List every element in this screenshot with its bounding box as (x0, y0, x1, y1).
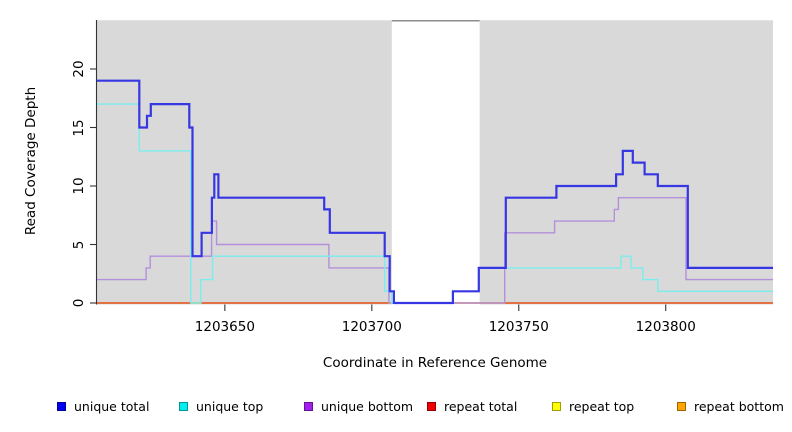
coverage-region (479, 20, 773, 305)
y-tick-label: 0 (71, 298, 87, 308)
x-axis-label: Coordinate in Reference Genome (322, 355, 548, 371)
series-line-unique-total (97, 79, 773, 305)
coverage-region (97, 20, 392, 305)
x-tick-label: 1203750 (488, 319, 549, 335)
y-tick-label: 5 (71, 240, 87, 249)
x-tick-label: 1203700 (341, 319, 402, 335)
y-axis-label: Read Coverage Depth (23, 86, 39, 236)
y-tick-label: 15 (71, 118, 87, 137)
y-tick-label: 10 (71, 177, 87, 195)
x-tick-label: 1203650 (194, 319, 255, 335)
x-tick-label: 1203800 (635, 319, 696, 335)
y-tick-label: 20 (71, 60, 87, 78)
